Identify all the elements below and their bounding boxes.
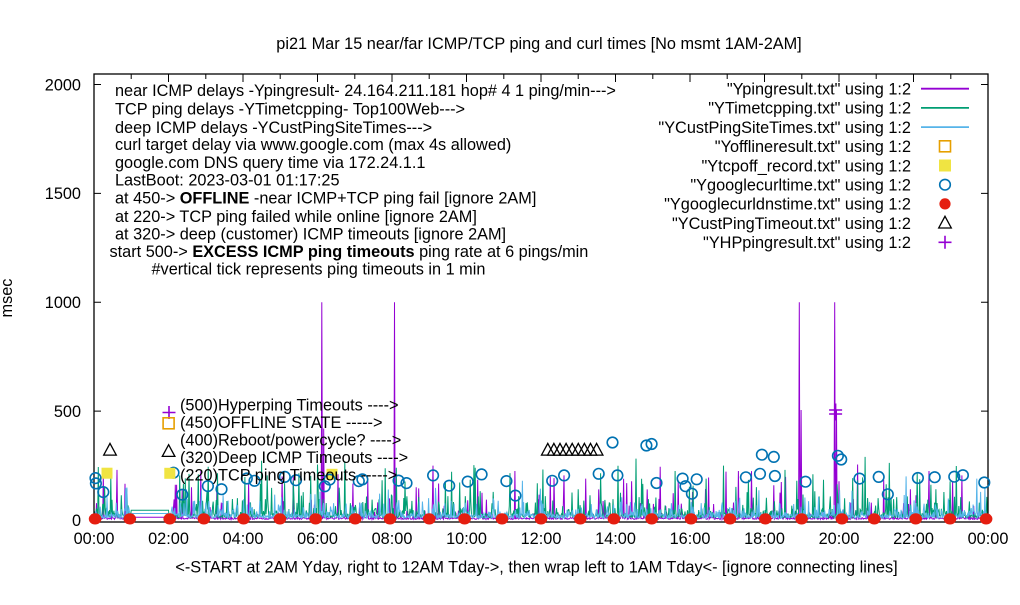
svg-text:google.com DNS query time via: google.com DNS query time via 172.24.1.1 [115, 154, 425, 172]
svg-text:(320)Deep ICMP Timeouts ---->: (320)Deep ICMP Timeouts ----> [180, 449, 408, 467]
svg-text:12:00: 12:00 [521, 530, 562, 548]
svg-text:<-START at 2AM Yday, right to: <-START at 2AM Yday, right to 12AM Tday-… [175, 558, 897, 576]
svg-text:LastBoot: 2023-03-01 01:17:25: LastBoot: 2023-03-01 01:17:25 [115, 172, 340, 190]
svg-text:1000: 1000 [45, 294, 81, 312]
svg-text:04:00: 04:00 [223, 530, 264, 548]
svg-text:"Ytcpoff_record.txt" using 1:2: "Ytcpoff_record.txt" using 1:2 [702, 157, 911, 175]
svg-text:"YCustPingSiteTimes.txt" using: "YCustPingSiteTimes.txt" using 1:2 [658, 119, 911, 137]
svg-text:500: 500 [54, 403, 81, 421]
svg-text:"YHPpingresult.txt" using 1:2: "YHPpingresult.txt" using 1:2 [703, 234, 911, 252]
svg-text:at 450-> OFFLINE -near ICMP+: at 450-> OFFLINE -near ICMP+TCP ping fai… [115, 190, 536, 208]
svg-text:(400)Reboot/powercycle? ---->: (400)Reboot/powercycle? ----> [180, 431, 401, 449]
svg-text:14:00: 14:00 [595, 530, 636, 548]
svg-text:22:00: 22:00 [893, 530, 934, 548]
svg-text:06:00: 06:00 [297, 530, 338, 548]
svg-text:"YCustPingTimeout.txt" using 1: "YCustPingTimeout.txt" using 1:2 [672, 215, 911, 233]
svg-text:20:00: 20:00 [819, 530, 860, 548]
svg-text:start 500-> EXCESS ICMP ping: start 500-> EXCESS ICMP ping timeouts pi… [110, 243, 589, 261]
svg-text:#vertical tick represents ping: #vertical tick represents ping timeouts … [152, 261, 486, 279]
svg-text:"YTimetcpping.txt" using 1:2: "YTimetcpping.txt" using 1:2 [708, 100, 911, 118]
svg-text:18:00: 18:00 [744, 530, 785, 548]
svg-text:"Yofflineresult.txt" using 1:2: "Yofflineresult.txt" using 1:2 [715, 138, 911, 156]
svg-text:16:00: 16:00 [670, 530, 711, 548]
svg-text:at 320-> deep (customer) ICMP: at 320-> deep (customer) ICMP timeouts [… [115, 225, 506, 243]
svg-text:(500)Hyperping Timeouts ---->: (500)Hyperping Timeouts ----> [180, 396, 399, 414]
svg-text:near ICMP delays -Ypingresult-: near ICMP delays -Ypingresult- 24.164.21… [115, 82, 616, 100]
svg-text:00:00: 00:00 [968, 530, 1009, 548]
svg-text:pi21 Mar 15 near/far ICMP/TCP: pi21 Mar 15 near/far ICMP/TCP ping and c… [276, 35, 801, 53]
svg-text:1500: 1500 [45, 185, 81, 203]
svg-text:02:00: 02:00 [148, 530, 189, 548]
svg-text:"Ygooglecurltime.txt" using 1:: "Ygooglecurltime.txt" using 1:2 [690, 177, 911, 195]
svg-text:2000: 2000 [45, 76, 81, 94]
svg-text:10:00: 10:00 [446, 530, 487, 548]
svg-text:deep ICMP delays -YCustPingSit: deep ICMP delays -YCustPingSiteTimes---> [115, 119, 432, 137]
svg-text:msec: msec [0, 279, 16, 318]
svg-text:0: 0 [72, 512, 81, 530]
svg-text:TCP ping delays -YTimetcpping-: TCP ping delays -YTimetcpping- Top100Web… [115, 101, 465, 119]
svg-text:08:00: 08:00 [372, 530, 413, 548]
svg-text:curl target delay via www.goog: curl target delay via www.google.com (ma… [115, 136, 511, 154]
svg-text:"Ypingresult.txt" using 1:2: "Ypingresult.txt" using 1:2 [727, 81, 911, 99]
svg-text:(450)OFFLINE STATE ----->: (450)OFFLINE STATE -----> [180, 414, 382, 432]
svg-text:00:00: 00:00 [74, 530, 115, 548]
svg-text:"Ygooglecurldnstime.txt" using: "Ygooglecurldnstime.txt" using 1:2 [664, 196, 911, 214]
svg-text:(220)TCP ping Timeouts ----->: (220)TCP ping Timeouts -----> [180, 466, 397, 484]
svg-text:at 220-> TCP ping failed while: at 220-> TCP ping failed while online [i… [115, 208, 477, 226]
